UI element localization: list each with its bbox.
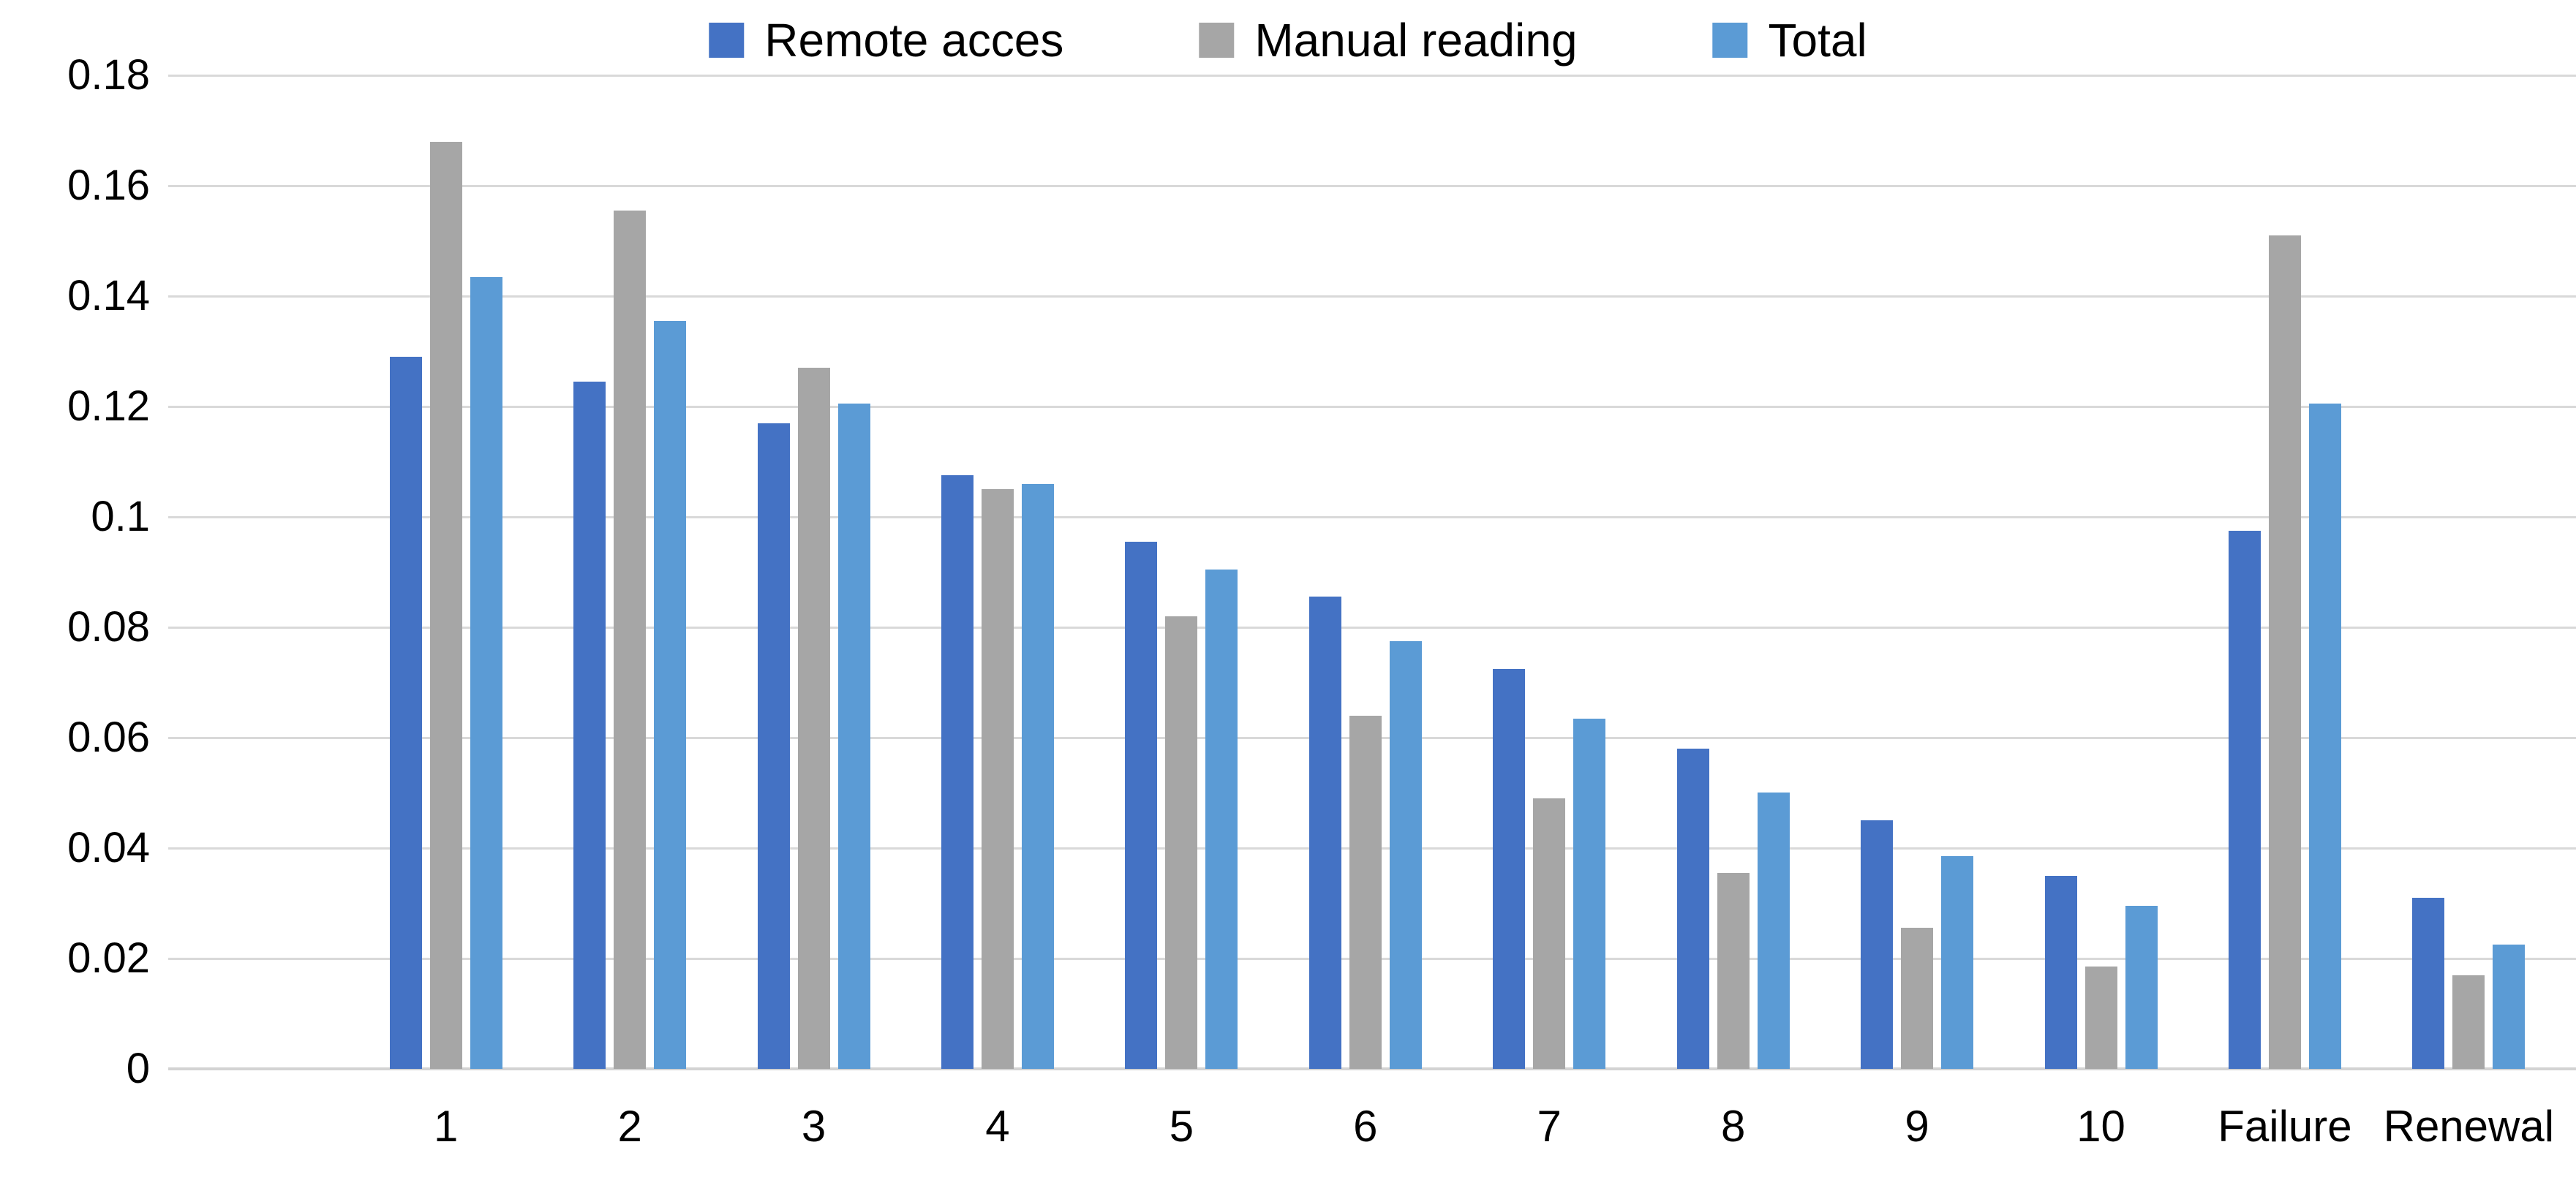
bar: [1717, 873, 1750, 1069]
y-tick-label: 0.12: [67, 382, 150, 430]
legend-swatch-remote-access-icon: [709, 23, 745, 58]
bar: [1757, 793, 1790, 1069]
bar: [941, 475, 973, 1069]
y-tick-label: 0.1: [91, 493, 150, 540]
bar-group-5: [1090, 75, 1273, 1069]
legend-label-remote-access: Remote acces: [764, 14, 1064, 67]
bar-group-1: [354, 75, 538, 1069]
bar: [797, 368, 830, 1069]
x-tick-label: 6: [1353, 1102, 1378, 1151]
bar: [429, 142, 462, 1069]
bar-group-8: [1641, 75, 1825, 1069]
bar: [1165, 616, 1198, 1069]
plot-area: [354, 75, 2561, 1069]
gridline: [168, 516, 2576, 518]
y-tick-label: 0.08: [67, 603, 150, 651]
x-tick-label: 1: [434, 1102, 459, 1151]
x-tick-label: 3: [801, 1102, 826, 1151]
x-tick-label: 2: [617, 1102, 642, 1151]
bar: [1389, 641, 1422, 1069]
bar: [2044, 876, 2077, 1069]
bar: [1308, 597, 1341, 1069]
y-tick-label: 0.02: [67, 934, 150, 982]
bar: [2268, 235, 2301, 1069]
legend-swatch-manual-reading-icon: [1199, 23, 1235, 58]
bar-group-2: [538, 75, 721, 1069]
x-tick-label: 8: [1720, 1102, 1746, 1151]
bar: [1901, 928, 1934, 1069]
bar: [1349, 716, 1382, 1069]
x-axis-labels: 1 2 3 4 5 6 7 8 9 10 Failure Renewal: [354, 1100, 2561, 1153]
legend-item-remote-access: Remote acces: [709, 17, 1063, 64]
bar: [2452, 975, 2485, 1069]
bar: [2125, 906, 2158, 1069]
bar: [2308, 404, 2341, 1069]
legend-label-total: Total: [1768, 14, 1867, 67]
bar-group-failure: [2193, 75, 2376, 1069]
bar: [1021, 484, 1054, 1069]
x-tick-label: Renewal: [2383, 1102, 2555, 1151]
legend-swatch-total-icon: [1712, 23, 1748, 58]
bar-group-renewal: [2377, 75, 2561, 1069]
gridline: [168, 627, 2576, 629]
x-tick-label: 7: [1537, 1102, 1562, 1151]
bar: [2228, 531, 2261, 1069]
gridline: [168, 185, 2576, 187]
bar: [2412, 898, 2445, 1069]
bar-group-7: [1458, 75, 1641, 1069]
y-tick-label: 0.18: [67, 51, 150, 99]
bar-group-10: [2009, 75, 2193, 1069]
bar: [837, 404, 870, 1069]
bar-group-9: [1825, 75, 2008, 1069]
bar: [1676, 749, 1709, 1069]
gridline: [168, 75, 2576, 77]
bar: [1493, 669, 1526, 1069]
bar-group-6: [1273, 75, 1457, 1069]
y-tick-label: 0: [126, 1045, 150, 1092]
y-tick-label: 0.16: [67, 162, 150, 209]
bar: [981, 489, 1014, 1069]
x-tick-label: 9: [1905, 1102, 1929, 1151]
legend-item-total: Total: [1712, 14, 1867, 67]
bar: [2084, 967, 2117, 1069]
bar: [1205, 570, 1238, 1069]
bar: [1861, 820, 1894, 1069]
gridline: [168, 406, 2576, 408]
bar-group-4: [905, 75, 1089, 1069]
bar: [389, 357, 422, 1069]
x-tick-label: 5: [1169, 1102, 1194, 1151]
bar: [2493, 945, 2526, 1069]
x-tick-label: Failure: [2218, 1102, 2352, 1151]
bar: [1573, 719, 1606, 1069]
bar: [470, 277, 502, 1069]
bar: [757, 423, 790, 1069]
bar: [654, 321, 687, 1069]
bar: [1941, 856, 1974, 1069]
legend-item-manual-reading: Manual reading: [1199, 14, 1578, 67]
legend-label-manual-reading: Manual reading: [1254, 14, 1578, 67]
x-tick-label: 10: [2076, 1102, 2125, 1151]
y-tick-label: 0.14: [67, 272, 150, 319]
bar: [614, 211, 647, 1069]
chart-legend: Remote acces Manual reading Total: [709, 7, 1867, 73]
bar: [1125, 542, 1158, 1069]
bar: [573, 382, 606, 1069]
bar: [1533, 798, 1566, 1069]
x-tick-label: 4: [985, 1102, 1010, 1151]
y-tick-label: 0.04: [67, 824, 150, 871]
x-axis-line: [168, 1067, 2576, 1070]
gridline: [168, 295, 2576, 298]
y-tick-label: 0.06: [67, 714, 150, 761]
bar-group-3: [722, 75, 905, 1069]
